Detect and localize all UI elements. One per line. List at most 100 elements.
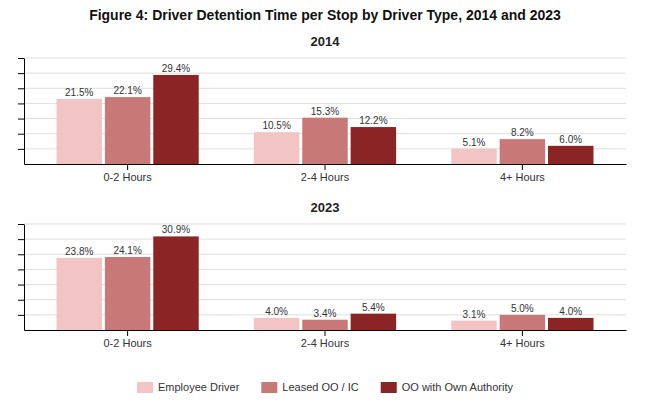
tick <box>18 269 24 270</box>
bar <box>451 149 496 164</box>
tick-mark <box>18 103 24 104</box>
data-label: 29.4% <box>162 63 190 74</box>
bar: Leased OO / IC <box>105 257 150 330</box>
data-label: 6.0% <box>559 134 582 145</box>
bar: Employee Driver <box>57 258 102 330</box>
tick <box>18 239 24 240</box>
tick: 0-2 Hours <box>103 330 152 349</box>
panel: 2023Employee DriverEmployee DriverEmploy… <box>18 200 627 349</box>
tick-mark <box>18 239 24 240</box>
tick-mark <box>18 300 24 301</box>
data-label: 5.4% <box>362 302 385 313</box>
tick-mark <box>18 58 24 59</box>
grid-line <box>24 58 626 59</box>
tick <box>18 119 24 120</box>
legend-swatch <box>261 382 277 393</box>
tick-label: 4+ Hours <box>500 337 545 349</box>
tick-mark <box>325 330 326 336</box>
tick-mark <box>127 164 128 170</box>
bar <box>500 139 545 164</box>
tick <box>18 149 24 150</box>
bar <box>57 99 102 164</box>
data-label: 12.2% <box>359 115 387 126</box>
data-labels: 23.8% 4.0% 3.1% 24.1% 3.4% 5.0% 30.9% 5.4% 4.0% <box>65 224 582 319</box>
bar: Leased OO / IC <box>302 320 347 330</box>
grid-line <box>24 239 626 240</box>
data-label: 15.3% <box>311 106 339 117</box>
panel-title: 2023 <box>311 200 340 215</box>
tick <box>18 103 24 104</box>
data-label: 3.1% <box>463 309 486 320</box>
grid-line <box>24 224 626 225</box>
bar <box>105 97 150 164</box>
tick-label: 2-4 Hours <box>301 171 350 183</box>
bar <box>254 132 299 164</box>
tick-label: 4+ Hours <box>500 171 545 183</box>
legend-label: Employee Driver <box>158 381 240 393</box>
data-label: 4.0% <box>265 306 288 317</box>
tick: 2-4 Hours <box>301 330 350 349</box>
tick <box>18 73 24 74</box>
y-axis <box>18 225 25 331</box>
panel-title: 2014 <box>311 34 341 49</box>
bar: OO with Own Authority <box>548 318 593 330</box>
tick-mark <box>522 330 523 336</box>
data-label: 30.9% <box>162 224 190 235</box>
x-axis: 0-2 Hours 2-4 Hours 4+ Hours <box>25 164 627 183</box>
bar <box>351 127 396 164</box>
y-axis <box>18 59 25 165</box>
tick: 0-2 Hours <box>103 164 152 183</box>
tick-mark <box>18 269 24 270</box>
tick-label: 2-4 Hours <box>301 337 350 349</box>
tick-mark <box>18 88 24 89</box>
axis-line <box>24 225 25 331</box>
tick-mark <box>18 315 24 316</box>
data-label: 23.8% <box>65 246 93 257</box>
data-label: 21.5% <box>65 87 93 98</box>
grid-line <box>24 73 626 74</box>
data-label: 8.2% <box>511 127 534 138</box>
bars <box>57 75 594 164</box>
tick <box>18 88 24 89</box>
tick-mark <box>18 149 24 150</box>
bar <box>153 75 198 164</box>
tick-mark <box>18 119 24 120</box>
legend-item: Employee Driver <box>137 381 240 393</box>
tick: 4+ Hours <box>500 330 545 349</box>
tick <box>18 285 24 286</box>
tick: 4+ Hours <box>500 164 545 183</box>
tick-label: 0-2 Hours <box>103 171 152 183</box>
panel: 201421.5%10.5%5.1%22.1%15.3%8.2%29.4%12.… <box>18 34 627 183</box>
legend-swatch <box>381 382 397 393</box>
tick: 2-4 Hours <box>301 164 350 183</box>
legend-item: OO with Own Authority <box>381 381 514 393</box>
title: Figure 4: Driver Detention Time per Stop… <box>89 7 561 23</box>
data-label: 5.0% <box>511 303 534 314</box>
bar: Employee Driver <box>451 321 496 330</box>
tick-mark <box>522 164 523 170</box>
x-axis: 0-2 Hours 2-4 Hours 4+ Hours <box>25 330 627 349</box>
bar: OO with Own Authority <box>153 236 198 330</box>
data-label: 24.1% <box>113 245 141 256</box>
legend: Employee Driver Leased OO / IC OO with Own… <box>137 381 514 393</box>
tick-mark <box>18 224 24 225</box>
axis-line <box>24 59 25 165</box>
chart: Figure 4: Driver Detention Time per Stop… <box>0 0 650 413</box>
tick <box>18 315 24 316</box>
data-label: 4.0% <box>559 306 582 317</box>
data-label: 3.4% <box>314 308 337 319</box>
data-labels: 21.5%10.5%5.1%22.1%15.3%8.2%29.4%12.2%6.… <box>65 63 582 148</box>
tick <box>18 58 24 59</box>
legend-label: Leased OO / IC <box>282 381 358 393</box>
tick-mark <box>127 330 128 336</box>
bar: Leased OO / IC <box>500 315 545 330</box>
tick <box>18 134 24 135</box>
tick <box>18 300 24 301</box>
bar: OO with Own Authority <box>351 314 396 330</box>
tick <box>18 224 24 225</box>
legend-swatch <box>137 382 153 393</box>
data-label: 10.5% <box>262 120 290 131</box>
legend-label: OO with Own Authority <box>402 381 514 393</box>
tick-mark <box>18 134 24 135</box>
tick-mark <box>18 285 24 286</box>
